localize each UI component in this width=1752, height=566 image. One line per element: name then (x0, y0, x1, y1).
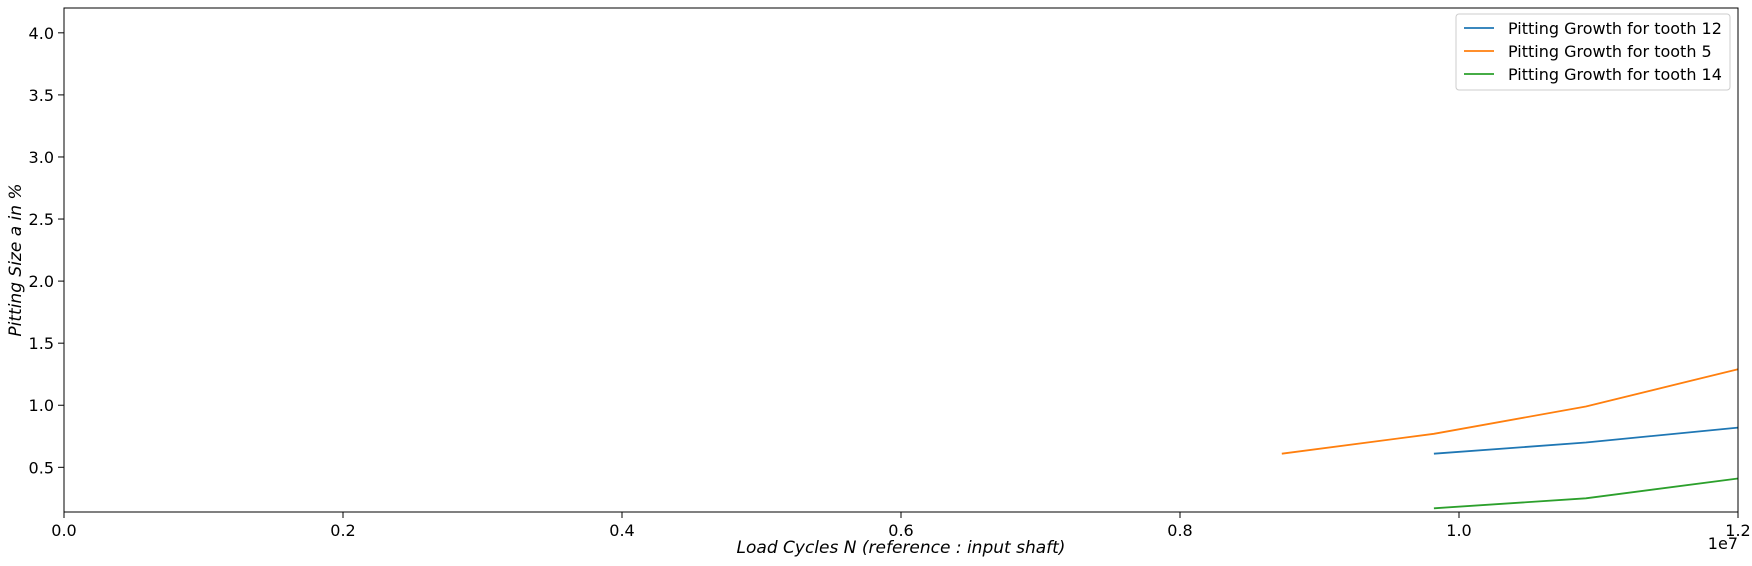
legend-label: Pitting Growth for tooth 12 (1508, 19, 1722, 38)
series-line-3 (1433, 477, 1739, 510)
y-tick-label: 2.5 (29, 210, 54, 229)
legend: Pitting Growth for tooth 12 Pitting Growt… (1455, 13, 1731, 91)
x-axis-offset-label: 1e7 (1708, 534, 1738, 553)
y-axis: 0.5 1.0 1.5 2.0 2.5 3.0 3.5 4.0 (29, 24, 64, 477)
y-tick-label: 2.0 (29, 272, 54, 291)
y-tick-label: 0.5 (29, 458, 54, 477)
y-axis-label: Pitting Size a in % (6, 183, 26, 336)
legend-box (1455, 13, 1731, 91)
legend-label: Pitting Growth for tooth 5 (1508, 42, 1712, 61)
x-tick-label: 0.8 (1167, 521, 1192, 540)
x-tick-label: 0.2 (330, 521, 355, 540)
series-line-2 (1281, 368, 1739, 455)
x-tick-label: 1.0 (1446, 521, 1471, 540)
x-tick-label: 0.0 (51, 521, 76, 540)
y-tick-label: 3.5 (29, 86, 54, 105)
y-tick-label: 4.0 (29, 24, 54, 43)
series-layer (1281, 368, 1739, 510)
series-line-1 (1433, 426, 1739, 455)
x-tick-label: 0.4 (609, 521, 634, 540)
y-tick-label: 1.0 (29, 396, 54, 415)
legend-label: Pitting Growth for tooth 14 (1508, 65, 1722, 84)
x-tick-label: 0.6 (888, 521, 913, 540)
x-axis: 0.0 0.2 0.4 0.6 0.8 1.0 1.2 (51, 512, 1751, 540)
x-tick-label: 1.2 (1725, 521, 1750, 540)
y-tick-label: 3.0 (29, 148, 54, 167)
y-tick-label: 1.5 (29, 334, 54, 353)
x-axis-label: Load Cycles N (reference : input shaft) (737, 538, 1066, 558)
